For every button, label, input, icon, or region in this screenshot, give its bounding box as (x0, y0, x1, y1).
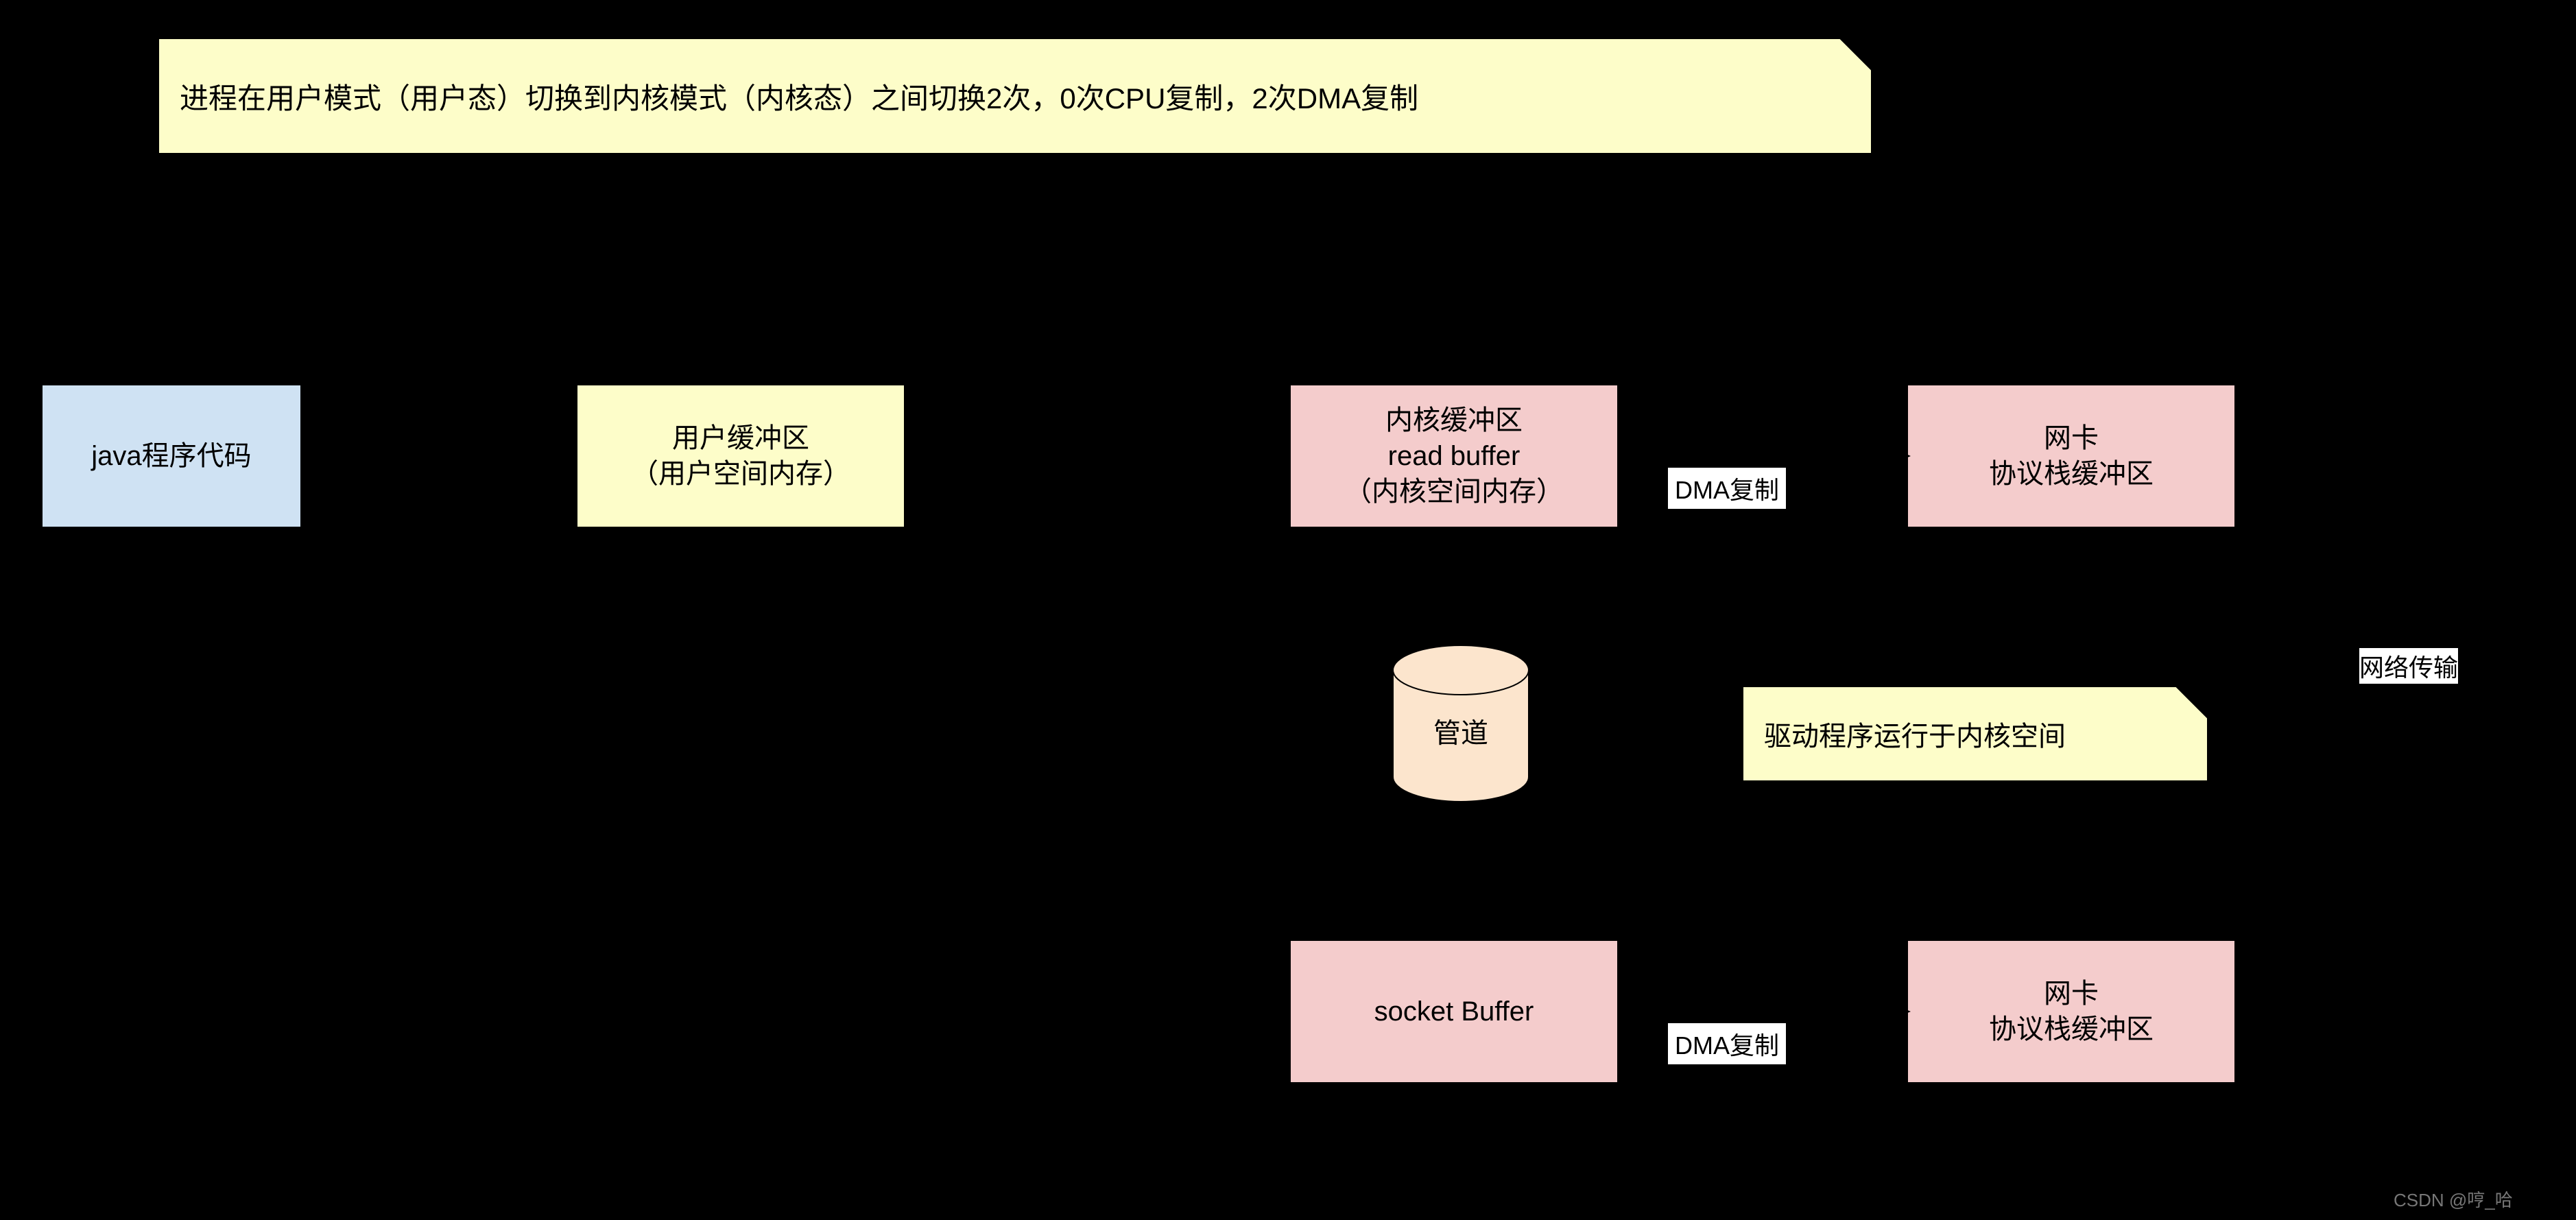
title_note-text: 进程在用户模式（用户态）切换到内核模式（内核态）之间切换2次，0次CPU复制，2… (180, 75, 1418, 117)
socket_buffer: socket Buffer (1289, 940, 1619, 1084)
nic_buffer_top-line-1: 协议栈缓冲区 (1989, 456, 2154, 492)
user_buffer-line-1: （用户空间内存） (631, 456, 850, 492)
java_code: java程序代码 (41, 384, 302, 528)
user_buffer: 用户缓冲区（用户空间内存） (576, 384, 905, 528)
nic_buffer_bottom-line-1: 协议栈缓冲区 (1989, 1012, 2154, 1047)
pipe: 管道 (1392, 645, 1529, 802)
svg-text:管道: 管道 (1433, 719, 1488, 749)
nic_buffer_top: 网卡协议栈缓冲区 (1907, 384, 2236, 528)
edge-2 (2236, 456, 2462, 727)
nic_buffer_bottom: 网卡协议栈缓冲区 (1907, 940, 2236, 1084)
kernel_read_buffer-line-0: 内核缓冲区 (1385, 403, 1523, 438)
watermark: CSDN @哼_哈 (2394, 1186, 2513, 1212)
socket_buffer-line-0: socket Buffer (1374, 994, 1534, 1029)
nic_buffer_bottom-line-0: 网卡 (2044, 976, 2099, 1012)
diagram-canvas: 进程在用户模式（用户态）切换到内核模式（内核态）之间切换2次，0次CPU复制，2… (0, 0, 2576, 1220)
edge-label-2: 网络传输 (2359, 648, 2458, 684)
driver_note: 驱动程序运行于内核空间 (1742, 686, 2208, 782)
java_code-line-0: java程序代码 (91, 438, 251, 474)
user_buffer-line-0: 用户缓冲区 (672, 420, 809, 456)
nic_buffer_top-line-0: 网卡 (2044, 420, 2099, 456)
kernel_read_buffer-line-2: （内核空间内存） (1344, 474, 1564, 510)
title_note: 进程在用户模式（用户态）切换到内核模式（内核态）之间切换2次，0次CPU复制，2… (158, 38, 1872, 154)
kernel_read_buffer: 内核缓冲区read buffer（内核空间内存） (1289, 384, 1619, 528)
edge-label-1: DMA复制 (1667, 1022, 1787, 1066)
kernel_read_buffer-line-1: read buffer (1388, 438, 1520, 474)
driver_note-text: 驱动程序运行于内核空间 (1764, 714, 2066, 754)
edge-label-0: DMA复制 (1667, 466, 1787, 510)
